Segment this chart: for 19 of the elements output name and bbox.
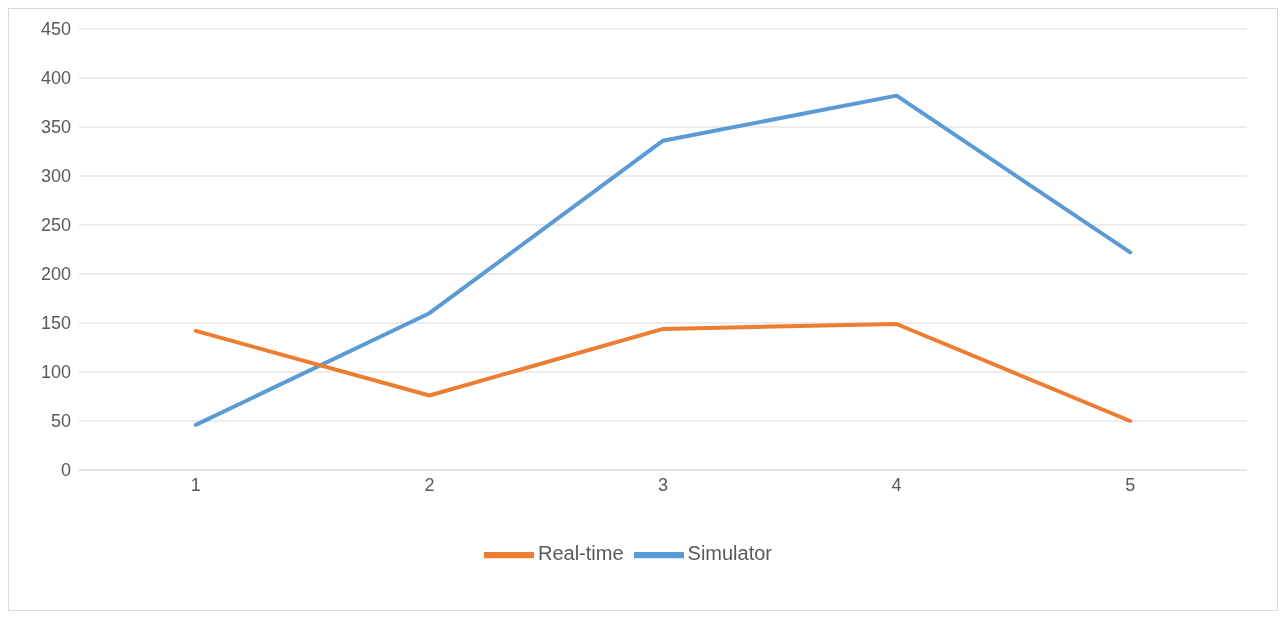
- y-tick-label: 150: [40, 313, 71, 334]
- legend-label: Real-time: [537, 542, 624, 565]
- y-tick-label: 250: [40, 215, 71, 236]
- x-tick-label: 2: [424, 474, 435, 495]
- x-tick-label: 1: [190, 474, 201, 495]
- x-tick-label: 4: [891, 474, 902, 495]
- y-tick-label: 0: [60, 460, 71, 481]
- y-tick-label: 200: [40, 264, 71, 285]
- legend-label: Simulator: [687, 542, 773, 565]
- y-tick-label: 100: [40, 362, 71, 383]
- y-tick-label: 400: [40, 68, 71, 89]
- y-tick-label: 50: [50, 411, 71, 432]
- y-tick-label: 300: [40, 166, 71, 187]
- line-series: [193, 93, 1133, 427]
- x-tick-label: 3: [657, 474, 669, 495]
- y-tick-label: 450: [40, 19, 71, 40]
- y-tick-label: 350: [40, 117, 71, 138]
- line-series: [193, 321, 1133, 423]
- x-tick-label: 5: [1125, 474, 1136, 495]
